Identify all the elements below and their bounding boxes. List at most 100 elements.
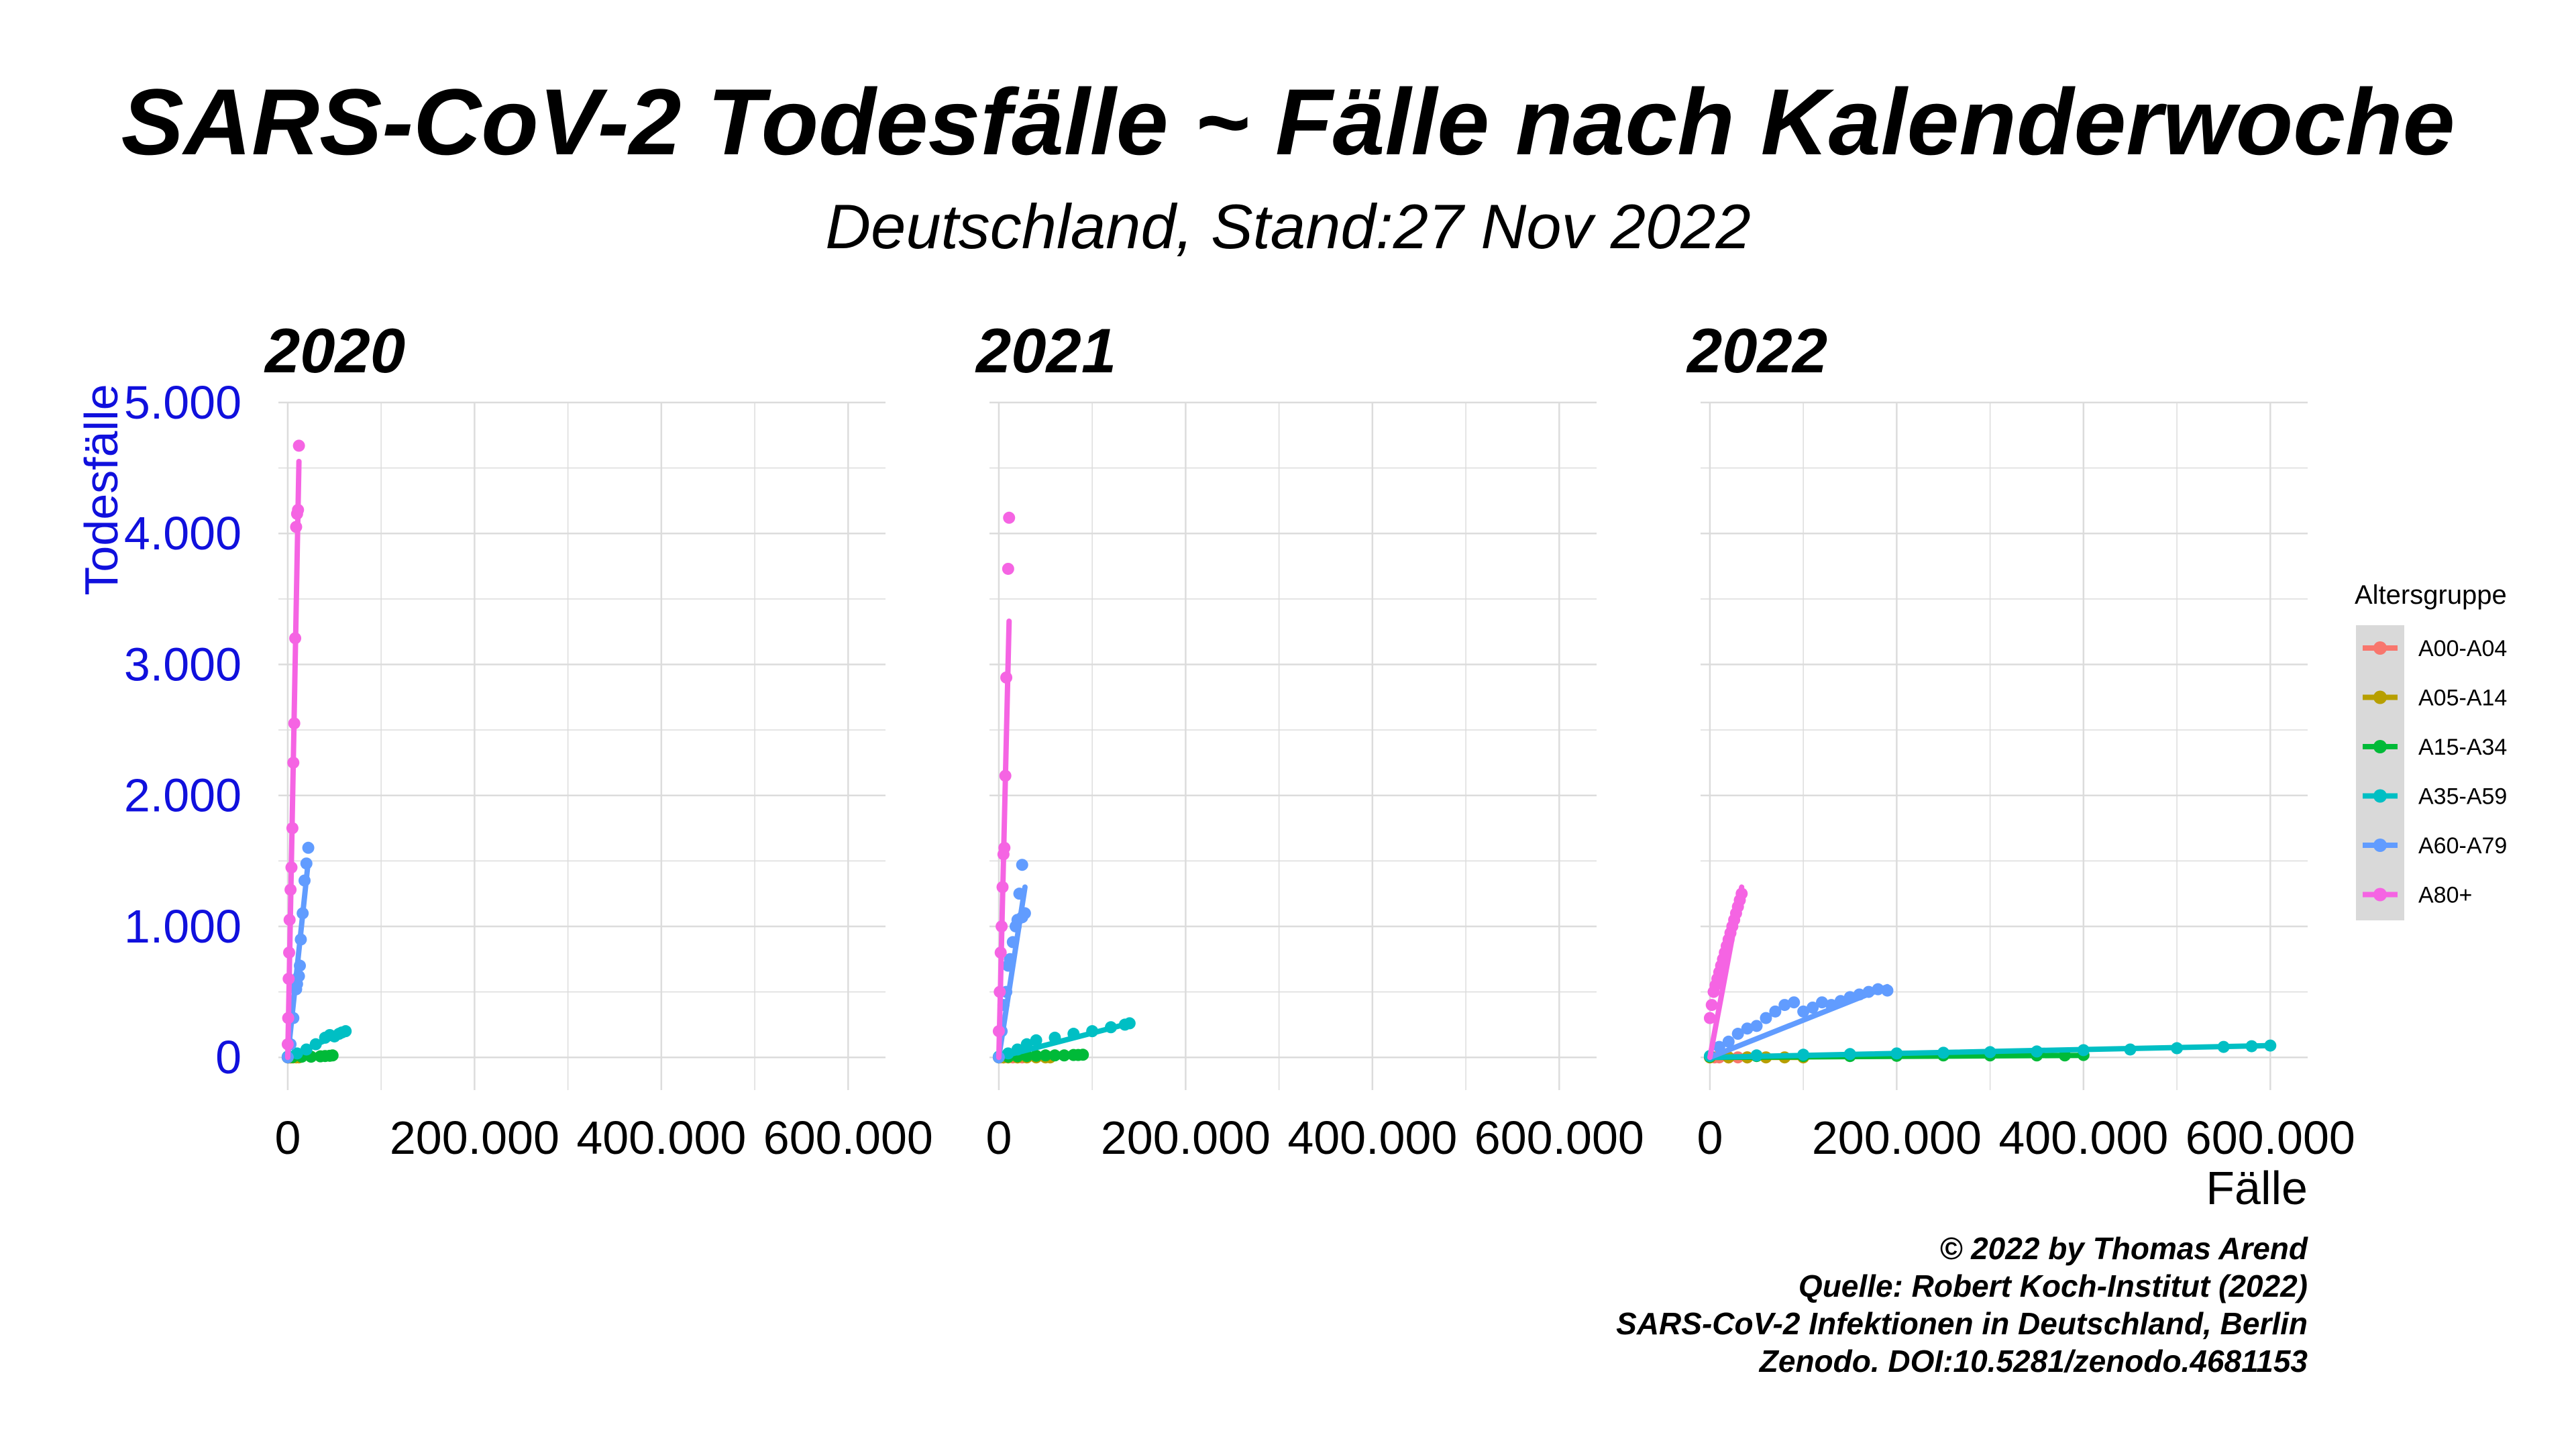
data-point: [1834, 995, 1847, 1008]
data-point: [1788, 996, 1801, 1009]
caption-line-3: SARS-CoV-2 Infektionen in Deutschland, B…: [1616, 1306, 2308, 1341]
data-point: [1016, 859, 1028, 871]
data-point: [1778, 999, 1791, 1012]
data-point: [2031, 1045, 2043, 1058]
y-axis-label: Todesfälle: [75, 384, 127, 595]
data-point: [2264, 1039, 2277, 1052]
data-point: [1002, 562, 1014, 575]
data-point: [288, 717, 301, 730]
legend-label: A35-A59: [2418, 784, 2507, 810]
series-A80+: [1703, 884, 1748, 1061]
data-point: [1703, 1012, 1716, 1024]
y-tick-label: 2.000: [124, 769, 241, 822]
data-point: [300, 1043, 313, 1056]
data-point: [2217, 1040, 2230, 1053]
data-point: [1713, 1040, 1725, 1053]
data-point: [1000, 672, 1013, 684]
legend-label: A60-A79: [2418, 833, 2507, 859]
data-point: [309, 1038, 322, 1051]
panel-title: 2021: [975, 315, 1116, 386]
data-point: [1872, 983, 1884, 996]
legend-label: A15-A34: [2418, 735, 2507, 760]
panel-title: 2022: [1686, 315, 1827, 386]
data-point: [298, 874, 311, 887]
data-point: [1816, 996, 1828, 1009]
y-tick-label: 4.000: [124, 507, 241, 559]
data-point: [1058, 1049, 1071, 1062]
data-point: [1769, 1005, 1782, 1018]
series-A35-A59: [281, 1025, 352, 1063]
legend-key-point: [2373, 888, 2387, 902]
data-point: [1049, 1031, 1061, 1044]
series-A80+: [281, 439, 305, 1061]
data-point: [1760, 1012, 1772, 1024]
legend-key-point: [2373, 740, 2387, 753]
legend-key-point: [2373, 839, 2387, 852]
data-point: [1741, 1022, 1754, 1035]
data-point: [326, 1049, 339, 1062]
data-point: [1105, 1021, 1117, 1034]
legend-item-A60-A79: A60-A79: [2363, 833, 2507, 859]
x-axis-label: Fälle: [2206, 1162, 2308, 1214]
caption-line-1: © 2022 by Thomas Arend: [1939, 1231, 2308, 1266]
x-tick-label: 600.000: [763, 1112, 933, 1164]
y-tick-label: 3.000: [124, 638, 241, 690]
data-point: [996, 920, 1008, 932]
legend-key-point: [2373, 641, 2387, 655]
data-point: [1011, 1043, 1024, 1056]
data-point: [1013, 888, 1026, 900]
legend-item-A15-A34: A15-A34: [2363, 735, 2507, 760]
facet-panels: 0 1.000 2.000 3.000 4.000 5.000 2020 0 200.000 40…: [124, 315, 2355, 1164]
data-point: [992, 1025, 1005, 1038]
data-point: [1750, 1020, 1763, 1032]
data-point: [1077, 1049, 1089, 1061]
legend-label: A05-A14: [2418, 686, 2507, 711]
data-point: [1086, 1025, 1099, 1038]
data-point: [2245, 1040, 2258, 1053]
data-point: [339, 1025, 352, 1038]
data-point: [994, 947, 1007, 959]
legend-key-background: [2356, 625, 2404, 920]
x-tick-label: 600.000: [2186, 1112, 2355, 1164]
data-point: [292, 439, 305, 452]
gridlines: [989, 401, 1597, 1090]
panel-title: 2020: [264, 315, 405, 386]
x-tick-label: 400.000: [1998, 1112, 2168, 1164]
y-tick-label: 1.000: [124, 900, 241, 953]
data-point: [1123, 1017, 1136, 1030]
caption-line-2: Quelle: Robert Koch-Institut (2022): [1799, 1269, 2308, 1303]
legend-item-A05-A14: A05-A14: [2363, 686, 2507, 711]
x-tick-label: 0: [985, 1112, 1012, 1164]
data-point: [289, 632, 302, 645]
data-point: [1937, 1046, 1949, 1059]
data-point: [1881, 984, 1894, 997]
data-point: [294, 959, 307, 972]
series-A80+: [992, 511, 1016, 1061]
data-point: [292, 970, 305, 983]
data-point: [1039, 1049, 1052, 1062]
data-point: [286, 822, 299, 835]
caption-line-4: Zenodo. DOI:10.5281/zenodo.4681153: [1758, 1344, 2308, 1379]
panel-2022: 2022 0 200.000 400.000 600.000: [1686, 315, 2355, 1164]
data-point: [996, 881, 1009, 894]
x-tick-label: 0: [274, 1112, 301, 1164]
data-point: [998, 841, 1011, 854]
legend-item-A35-A59: A35-A59: [2363, 784, 2507, 810]
data-point: [290, 1047, 303, 1060]
y-tick-label: 5.000: [124, 376, 241, 429]
legend-title: Altersgruppe: [2355, 580, 2507, 610]
data-point: [1853, 988, 1866, 1001]
caption: © 2022 by Thomas Arend Quelle: Robert Ko…: [1616, 1231, 2308, 1379]
data-point: [994, 985, 1006, 998]
data-point: [1797, 1049, 1810, 1061]
x-axis-ticks: 0 200.000 400.000 600.000: [1697, 1112, 2355, 1164]
legend-item-A80+: A80+: [2363, 883, 2472, 908]
data-point: [287, 756, 300, 769]
data-point: [1843, 1048, 1856, 1061]
data-point: [1843, 991, 1856, 1004]
data-point: [1020, 1038, 1033, 1051]
chart-subtitle: Deutschland, Stand:27 Nov 2022: [825, 191, 1751, 262]
data-point: [281, 1038, 294, 1051]
data-point: [1067, 1028, 1080, 1040]
data-point: [1018, 907, 1031, 920]
